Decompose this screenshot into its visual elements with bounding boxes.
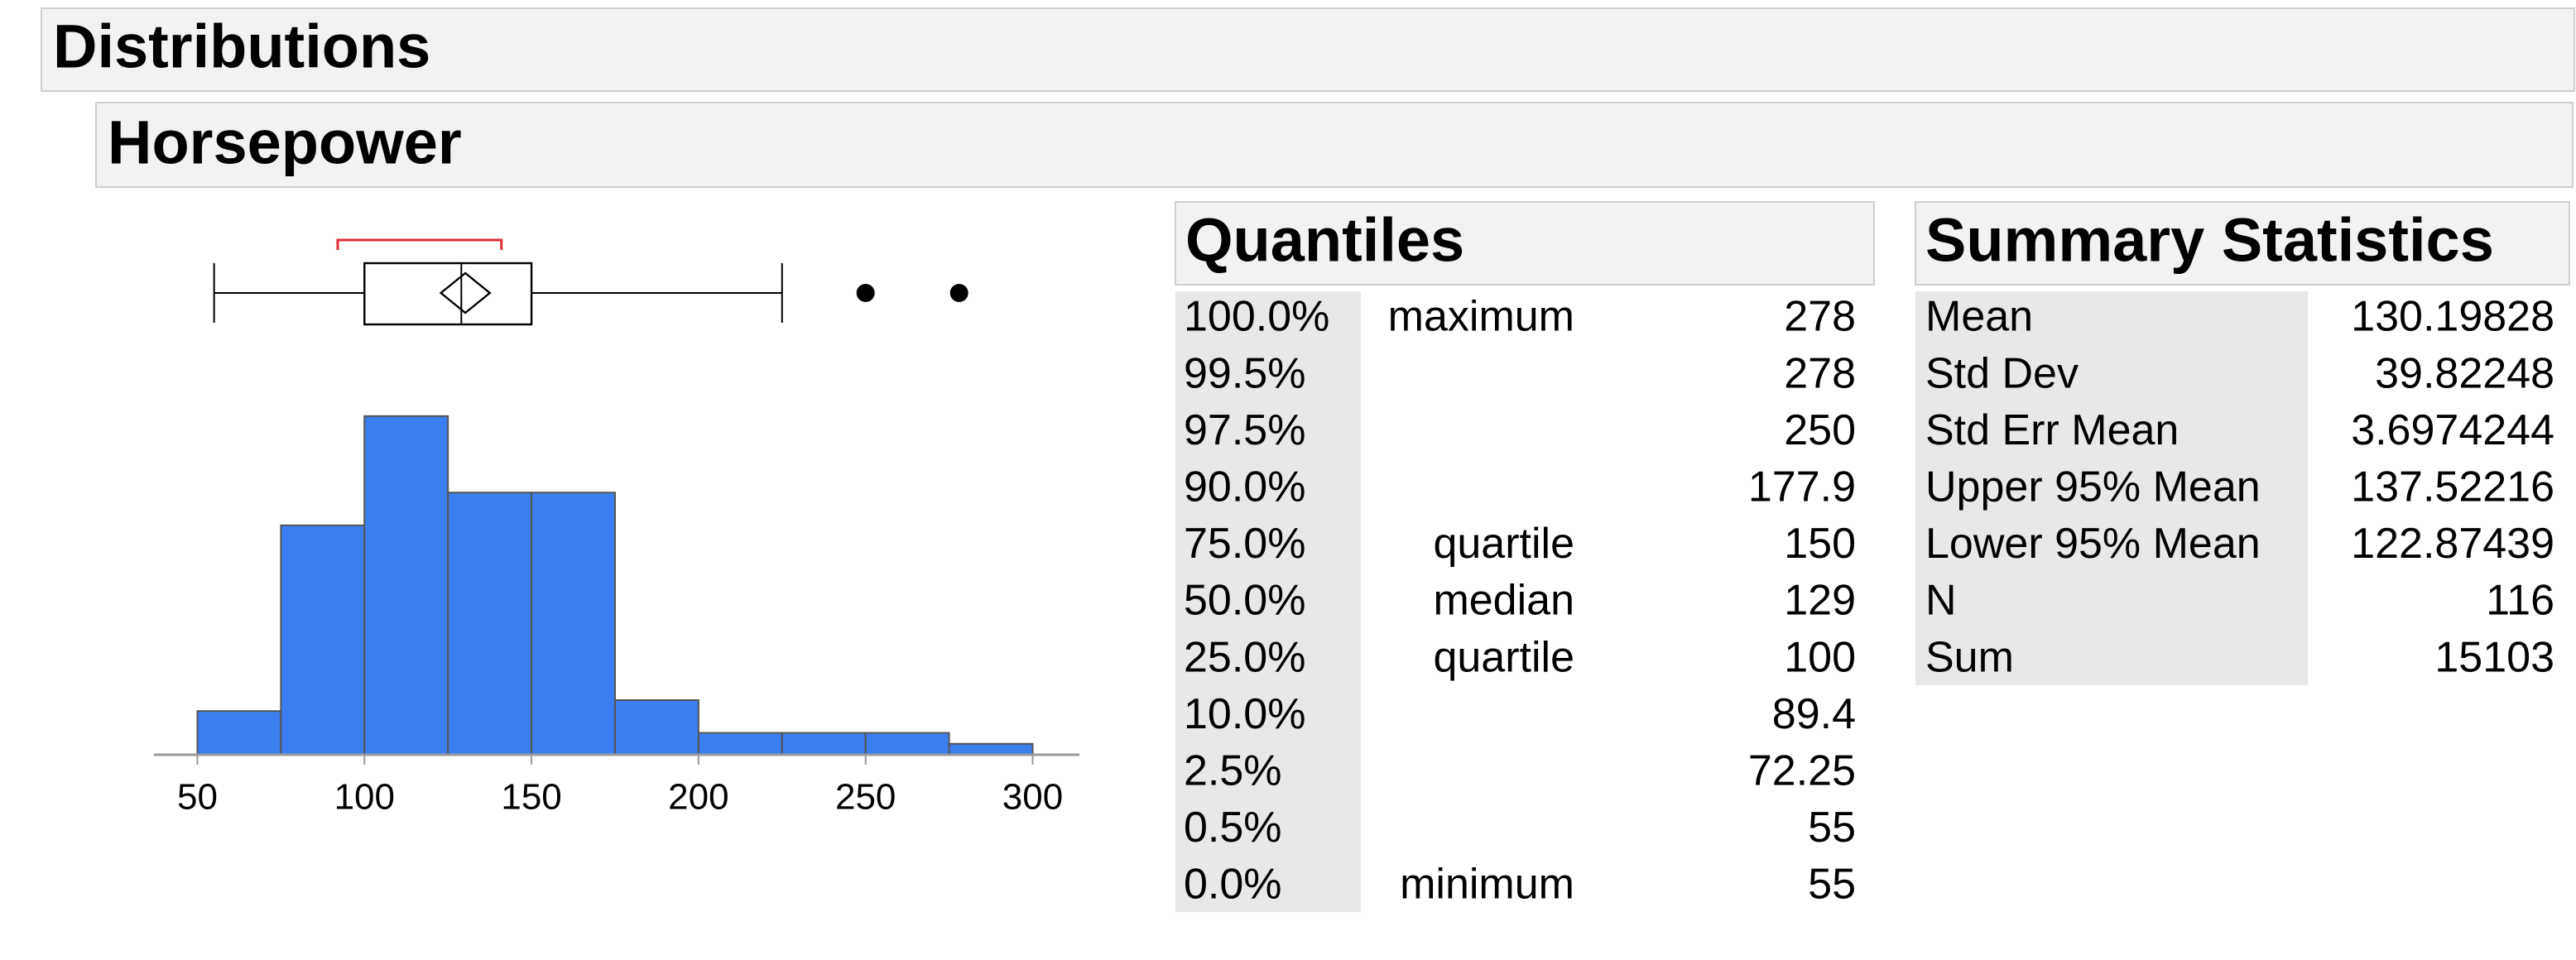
quantile-value: 278 [1784, 293, 1856, 341]
quantile-value: 150 [1784, 520, 1856, 568]
quantile-value: 55 [1808, 861, 1856, 909]
stat-value: 122.87439 [2351, 520, 2554, 568]
quantile-percent: 2.5% [1184, 747, 1282, 795]
variable-title: Horsepower [108, 108, 462, 177]
quantile-percent: 97.5% [1184, 406, 1305, 454]
summary-shade [1915, 291, 2308, 685]
stat-label: Std Dev [1925, 349, 2079, 397]
bar [781, 732, 867, 756]
bar [697, 732, 783, 756]
shortest-half [336, 238, 503, 250]
quantile-label: minimum [1400, 861, 1574, 909]
quantile-label: median [1433, 577, 1574, 625]
stat-value: 3.6974244 [2351, 406, 2554, 454]
stat-label: Upper 95% Mean [1925, 463, 2261, 511]
bar [531, 492, 616, 756]
x-tick-label: 300 [1002, 777, 1063, 818]
bar [363, 415, 449, 756]
stat-value: 137.52216 [2351, 463, 2554, 511]
quantile-percent: 0.5% [1184, 804, 1282, 852]
bar [613, 699, 699, 756]
bar [948, 742, 1034, 756]
quantiles-header [1175, 201, 1875, 286]
quantile-percent: 10.0% [1184, 690, 1305, 738]
bar [447, 492, 533, 756]
quantile-value: 129 [1784, 577, 1856, 625]
bar [196, 710, 282, 756]
outline-header [41, 7, 2575, 92]
stat-value: 130.19828 [2351, 293, 2554, 341]
quantile-percent: 75.0% [1184, 520, 1305, 568]
quantile-percent: 100.0% [1184, 293, 1329, 341]
x-tick-label: 50 [177, 777, 218, 818]
x-tick-label: 150 [501, 777, 561, 818]
box [363, 262, 533, 326]
quantile-value: 55 [1808, 804, 1856, 852]
quantile-percent: 50.0% [1184, 577, 1305, 625]
quantile-label: quartile [1433, 633, 1574, 681]
quantile-label: quartile [1433, 520, 1574, 568]
quantile-value: 89.4 [1772, 690, 1856, 738]
stat-label: Lower 95% Mean [1925, 520, 2261, 568]
bar [280, 524, 366, 756]
variable-header [95, 102, 2574, 188]
stat-label: N [1925, 577, 1957, 625]
stat-value: 15103 [2434, 633, 2554, 681]
stat-label: Std Err Mean [1925, 406, 2179, 454]
outlier [949, 284, 968, 302]
quantile-value: 72.25 [1748, 747, 1856, 795]
mean-diamond [439, 271, 492, 314]
quantile-value: 100 [1784, 633, 1856, 681]
quantile-percent: 25.0% [1184, 633, 1305, 681]
quantile-value: 250 [1784, 406, 1856, 454]
quantiles-shade [1175, 291, 1361, 912]
outlier [856, 284, 875, 302]
x-tick-label: 250 [835, 777, 896, 818]
quantile-percent: 0.0% [1184, 861, 1282, 909]
stat-label: Mean [1925, 293, 2033, 341]
stat-value: 116 [2486, 577, 2554, 625]
summary-header [1915, 201, 2570, 286]
quantile-value: 278 [1784, 349, 1856, 397]
quantile-percent: 90.0% [1184, 463, 1305, 511]
x-tick-label: 100 [334, 777, 395, 818]
quantile-percent: 99.5% [1184, 349, 1305, 397]
stat-value: 39.82248 [2375, 349, 2554, 397]
stat-label: Sum [1925, 633, 2014, 681]
quantile-value: 177.9 [1748, 463, 1856, 511]
bar [864, 732, 950, 756]
report-title: Distributions [53, 12, 430, 81]
quantile-label: maximum [1388, 293, 1574, 341]
x-tick-label: 200 [668, 777, 728, 818]
quantiles-title: Quantiles [1185, 206, 1464, 275]
summary-title: Summary Statistics [1925, 206, 2494, 275]
